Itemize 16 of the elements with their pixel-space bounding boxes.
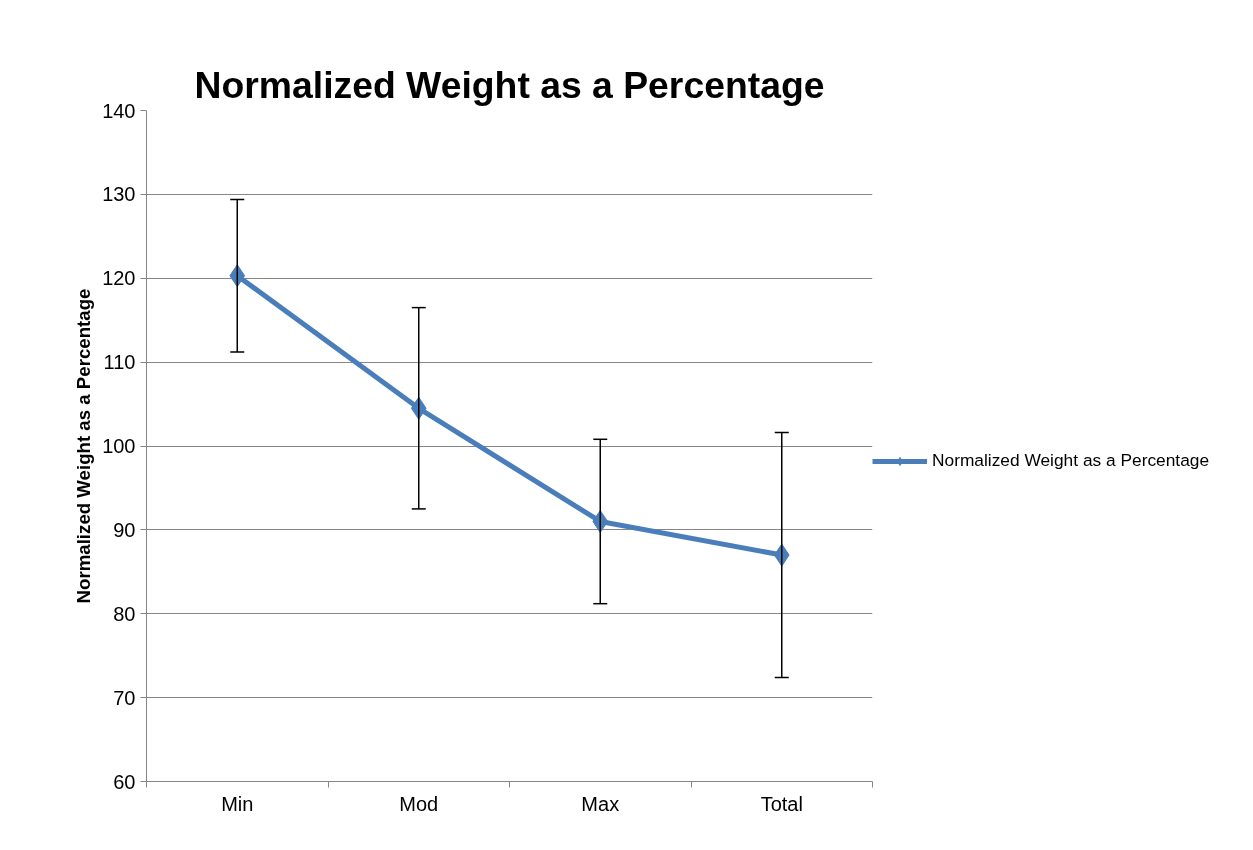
chart-title: Normalized Weight as a Percentage	[194, 63, 825, 106]
y-tick-label: 80	[113, 602, 136, 625]
x-tick-label: Min	[221, 792, 254, 815]
y-tick-label: 60	[113, 770, 136, 793]
y-tick-label: 100	[102, 435, 136, 457]
y-tick-label: 70	[113, 686, 136, 709]
legend-label: Normalized Weight as a Percentage	[932, 450, 1210, 471]
x-tick-label: Total	[760, 792, 803, 815]
x-tick-label: Max	[581, 792, 620, 815]
y-tick-label: 140	[102, 99, 136, 122]
y-axis-title: Normalized Weight as a Percentage	[73, 288, 95, 604]
y-tick-label: 120	[102, 267, 136, 290]
y-tick-label: 130	[102, 183, 136, 206]
y-tick-label: 90	[113, 518, 136, 541]
x-tick-label: Mod	[399, 792, 439, 815]
y-tick-label: 110	[103, 351, 136, 374]
